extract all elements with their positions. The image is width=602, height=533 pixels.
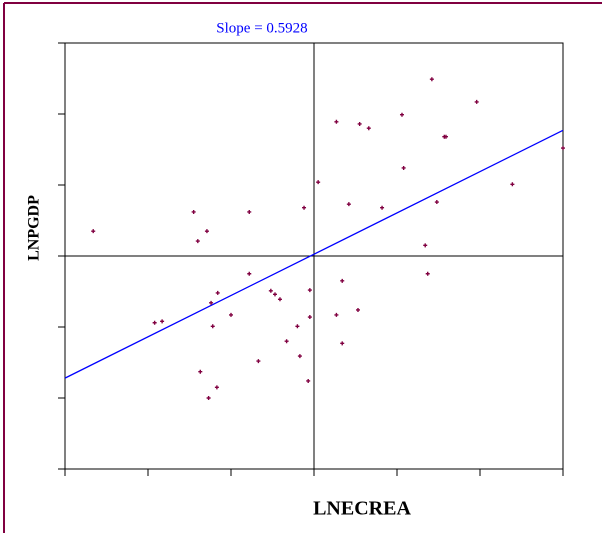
data-point — [247, 209, 252, 214]
data-point — [340, 341, 345, 346]
data-point — [443, 134, 448, 139]
data-point — [307, 315, 312, 320]
data-point — [346, 202, 351, 207]
data-point — [209, 300, 214, 305]
x-axis-label: LNECREA — [313, 498, 411, 520]
data-point — [268, 288, 273, 293]
data-point — [198, 369, 203, 374]
data-point — [474, 99, 479, 104]
data-point — [334, 312, 339, 317]
data-point — [429, 77, 434, 82]
data-point — [214, 385, 219, 390]
data-point — [297, 354, 302, 359]
data-point — [561, 146, 565, 151]
fit-line — [64, 129, 564, 379]
data-point — [295, 324, 300, 329]
data-point — [206, 396, 211, 400]
data-point — [210, 324, 215, 329]
data-point — [302, 205, 307, 210]
y-axis-label: LNPGDP — [26, 195, 43, 261]
data-point — [247, 271, 252, 276]
data-point — [256, 359, 261, 364]
data-point — [152, 320, 157, 325]
data-point — [306, 378, 311, 383]
data-point — [434, 200, 439, 205]
data-point — [204, 229, 209, 234]
data-point — [380, 205, 385, 210]
data-point — [307, 288, 312, 293]
data-point — [316, 180, 321, 185]
chart-title: Slope = 0.5928 — [216, 20, 307, 36]
data-point — [191, 209, 196, 214]
data-point — [423, 243, 428, 248]
data-point — [357, 121, 362, 126]
data-point — [399, 112, 404, 117]
data-point — [284, 339, 289, 344]
data-point — [340, 278, 345, 283]
data-point — [366, 126, 371, 131]
data-point — [272, 292, 277, 297]
data-point — [195, 239, 200, 244]
data-point — [425, 271, 430, 276]
data-point — [160, 319, 165, 324]
data-point — [91, 229, 96, 234]
data-point — [334, 119, 339, 124]
data-point — [510, 182, 515, 187]
data-point — [215, 290, 220, 295]
data-point — [229, 312, 233, 317]
data-point — [277, 297, 282, 302]
data-point — [355, 307, 360, 312]
data-point — [401, 165, 406, 170]
